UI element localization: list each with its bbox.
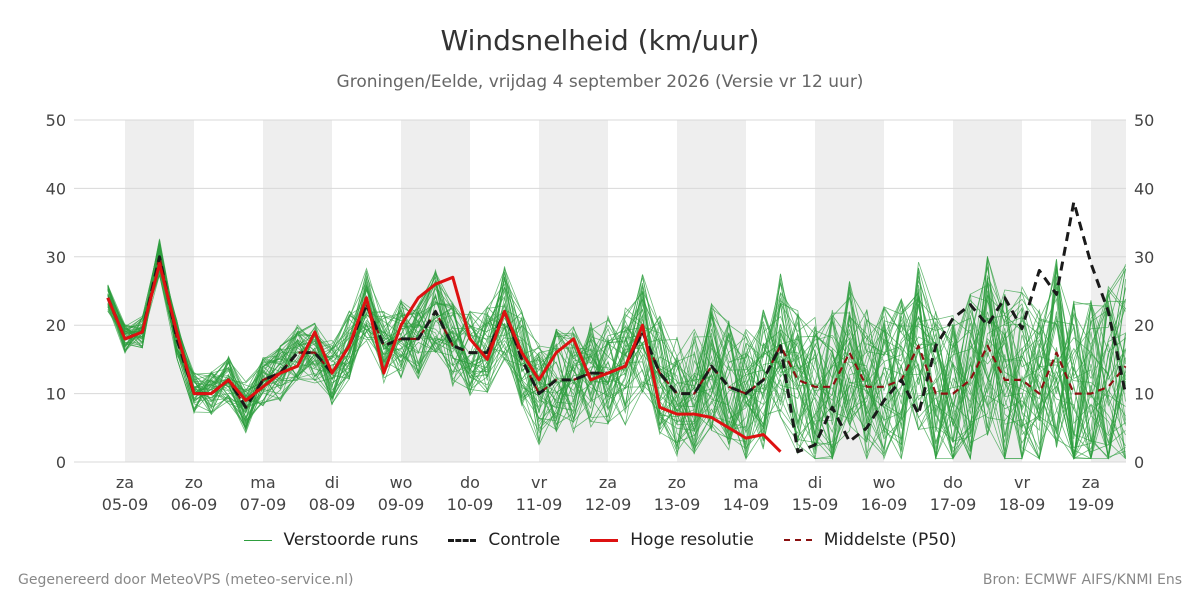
y-tick-label-right: 40 [1134, 179, 1154, 198]
x-tick-date-label: 07-09 [240, 495, 287, 514]
y-tick-label-left: 10 [46, 385, 66, 404]
x-tick-date-label: 08-09 [309, 495, 356, 514]
wind-speed-chart: 0 0 10 10 20 20 30 30 40 40 50 50 za 05-09 zo 06-09 ma 07… [46, 111, 1155, 514]
legend-label-controle: Controle [488, 530, 561, 550]
chart-title: Windsnelheid (km/uur) [440, 24, 760, 57]
ensemble-member-line [107, 269, 1126, 459]
x-tick-day-label: wo [873, 473, 896, 492]
y-tick-label-right: 10 [1134, 385, 1154, 404]
x-tick-day-label: za [1082, 473, 1100, 492]
x-tick-date-label: 05-09 [102, 495, 149, 514]
ensemble-member-line [107, 263, 1126, 460]
y-tick-label-left: 30 [46, 248, 66, 267]
x-tick-date-label: 14-09 [723, 495, 770, 514]
x-tick-date-label: 19-09 [1068, 495, 1115, 514]
day-shading [263, 120, 332, 462]
x-tick-day-label: vr [531, 473, 547, 492]
x-tick-day-label: di [325, 473, 340, 492]
x-tick-date-label: 11-09 [516, 495, 563, 514]
x-tick-day-label: zo [185, 473, 203, 492]
ensemble-member-line [107, 258, 1126, 460]
x-tick-day-label: wo [390, 473, 413, 492]
x-tick-date-label: 10-09 [447, 495, 494, 514]
day-shading [125, 120, 194, 462]
legend-item-controle: Controle [448, 530, 560, 550]
legend-label-hoge-resolutie: Hoge resolutie [630, 530, 754, 550]
x-tick-date-label: 18-09 [999, 495, 1046, 514]
y-tick-label-left: 50 [46, 111, 66, 130]
x-tick-day-label: ma [733, 473, 758, 492]
x-tick-day-label: do [943, 473, 963, 492]
y-tick-label-right: 30 [1134, 248, 1154, 267]
ensemble-member-line [107, 257, 1126, 459]
y-tick-label-left: 20 [46, 316, 66, 335]
legend-label-verstoorde-runs: Verstoorde runs [283, 530, 419, 550]
legend-swatch-controle [448, 538, 477, 542]
ensemble-member-line [107, 245, 1126, 459]
ensemble-member-line [107, 246, 1126, 460]
y-tick-label-right: 20 [1134, 316, 1154, 335]
legend-item-middelste: Middelste (P50) [783, 530, 957, 550]
legend-label-middelste: Middelste (P50) [823, 530, 957, 550]
x-tick-date-label: 17-09 [930, 495, 977, 514]
ensemble-member-line [107, 255, 1126, 451]
legend-swatch-hoge-resolutie [590, 538, 619, 542]
x-tick-day-label: za [116, 473, 134, 492]
x-tick-day-label: vr [1014, 473, 1030, 492]
x-tick-date-label: 09-09 [378, 495, 425, 514]
x-tick-date-label: 06-09 [171, 495, 218, 514]
ensemble-member-line [107, 254, 1126, 460]
legend-item-hoge-resolutie: Hoge resolutie [590, 530, 754, 550]
ensemble-member-line [107, 251, 1126, 459]
x-tick-day-label: di [808, 473, 823, 492]
ensemble-member-line [107, 257, 1126, 461]
legend-swatch-verstoorde-runs [243, 539, 272, 541]
x-tick-date-label: 15-09 [792, 495, 839, 514]
ensemble-member-line [107, 261, 1126, 461]
footer-source: Bron: ECMWF AIFS/KNMI Ens [982, 572, 1182, 588]
y-tick-label-right: 0 [1134, 453, 1144, 472]
x-tick-day-label: zo [668, 473, 686, 492]
chart-subtitle: Groningen/Eelde, vrijdag 4 september 202… [336, 72, 864, 92]
x-tick-day-label: ma [250, 473, 275, 492]
x-tick-date-label: 12-09 [585, 495, 632, 514]
x-tick-day-label: do [460, 473, 480, 492]
y-tick-label-left: 40 [46, 179, 66, 198]
legend-item-verstoorde-runs: Verstoorde runs [243, 530, 419, 550]
chart-legend: Verstoorde runs Controle Hoge resolutie … [0, 530, 1200, 550]
x-tick-day-label: za [599, 473, 617, 492]
hoge-resolutie-series-line [106, 262, 782, 453]
footer-generated-by: Gegenereerd door MeteoVPS (meteo-service… [18, 572, 354, 588]
ensemble-member-line [107, 259, 1126, 460]
y-tick-label-left: 0 [56, 453, 66, 472]
x-tick-date-label: 16-09 [861, 495, 908, 514]
day-shading [401, 120, 470, 462]
legend-swatch-middelste [783, 539, 812, 541]
y-tick-label-right: 50 [1134, 111, 1154, 130]
x-tick-date-label: 13-09 [654, 495, 701, 514]
